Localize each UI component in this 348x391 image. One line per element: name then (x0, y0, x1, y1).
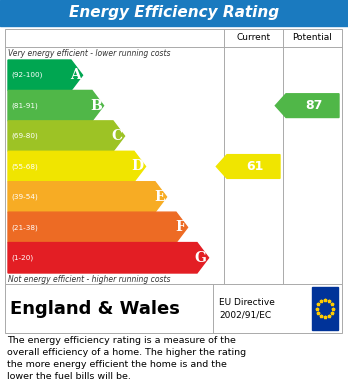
Text: 61: 61 (246, 160, 263, 173)
Text: (92-100): (92-100) (11, 72, 42, 79)
Text: (1-20): (1-20) (11, 255, 33, 261)
Polygon shape (8, 121, 125, 151)
Polygon shape (8, 242, 208, 273)
Bar (5, 284, 342, 333)
Bar (5, 29, 342, 286)
Text: G: G (195, 251, 207, 265)
Text: D: D (132, 160, 144, 174)
Polygon shape (8, 151, 145, 182)
Polygon shape (216, 154, 280, 178)
Text: Current: Current (236, 34, 270, 43)
Text: C: C (111, 129, 122, 143)
Text: EU Directive
2002/91/EC: EU Directive 2002/91/EC (219, 298, 275, 319)
Text: E: E (154, 190, 165, 204)
Text: (21-38): (21-38) (11, 224, 38, 231)
Text: England & Wales: England & Wales (10, 300, 180, 317)
Text: Energy Efficiency Rating: Energy Efficiency Rating (69, 5, 279, 20)
Text: The energy efficiency rating is a measure of the
overall efficiency of a home. T: The energy efficiency rating is a measur… (7, 336, 246, 382)
Text: (55-68): (55-68) (11, 163, 38, 170)
Text: Potential: Potential (293, 34, 332, 43)
Polygon shape (8, 182, 167, 212)
Text: F: F (176, 221, 185, 234)
Bar (0, 0, 348, 26)
Text: (69-80): (69-80) (11, 133, 38, 139)
Polygon shape (8, 212, 188, 242)
Polygon shape (8, 60, 82, 90)
Polygon shape (8, 90, 104, 121)
Text: A: A (70, 68, 81, 82)
Bar (312, 287, 338, 330)
Polygon shape (275, 94, 339, 118)
Text: (39-54): (39-54) (11, 194, 38, 200)
Text: Very energy efficient - lower running costs: Very energy efficient - lower running co… (8, 49, 171, 58)
Text: 87: 87 (305, 99, 322, 112)
Text: (81-91): (81-91) (11, 102, 38, 109)
Text: Not energy efficient - higher running costs: Not energy efficient - higher running co… (8, 275, 171, 284)
Text: B: B (90, 99, 102, 113)
